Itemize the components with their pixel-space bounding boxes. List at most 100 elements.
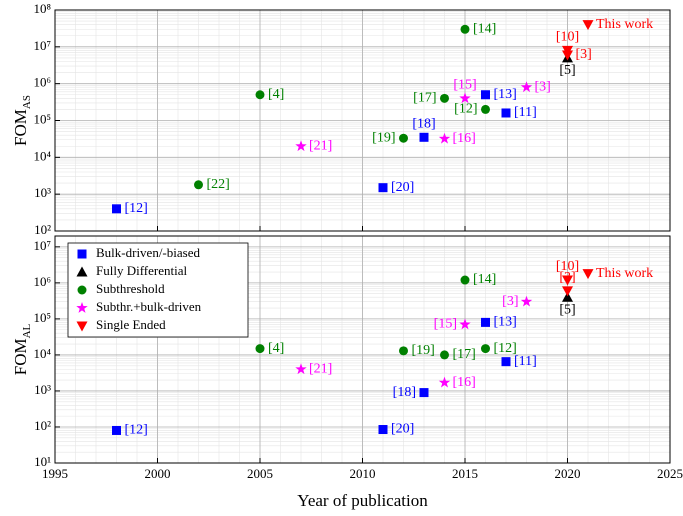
data-label: [19] bbox=[412, 343, 435, 358]
data-label: [16] bbox=[453, 375, 476, 390]
y-axis-label-main: FOM bbox=[11, 109, 30, 146]
marker bbox=[481, 104, 490, 114]
marker bbox=[295, 363, 307, 375]
y-axis-label-main: FOM bbox=[11, 338, 30, 375]
marker bbox=[481, 317, 490, 327]
data-label: [16] bbox=[453, 131, 476, 146]
data-label: [3] bbox=[576, 47, 592, 62]
data-label: [12] bbox=[454, 102, 477, 117]
marker bbox=[295, 140, 307, 152]
marker bbox=[562, 275, 573, 286]
marker bbox=[194, 180, 203, 190]
x-tick-label: 2025 bbox=[657, 466, 683, 481]
data-label: [20] bbox=[391, 180, 414, 195]
marker bbox=[459, 318, 471, 330]
marker bbox=[520, 81, 533, 93]
data-label: [21] bbox=[309, 361, 332, 376]
x-axis-label: Year of publication bbox=[297, 491, 428, 510]
data-label: [12] bbox=[125, 201, 148, 216]
y-tick-label: 10³ bbox=[34, 185, 51, 200]
marker bbox=[520, 295, 533, 307]
marker bbox=[112, 425, 121, 435]
data-label: This work bbox=[596, 266, 653, 281]
data-label: [18] bbox=[412, 117, 435, 132]
data-label: [15] bbox=[453, 78, 476, 93]
marker bbox=[255, 344, 265, 354]
legend-label: Single Ended bbox=[96, 317, 166, 332]
y-tick-label: 10⁵ bbox=[33, 111, 51, 126]
marker bbox=[77, 285, 87, 295]
marker bbox=[399, 133, 408, 143]
legend-label: Bulk-driven/-biased bbox=[96, 245, 200, 260]
marker bbox=[76, 302, 88, 313]
y-tick-label: 10⁶ bbox=[33, 274, 51, 289]
marker bbox=[419, 388, 429, 398]
y-tick-label: 10¹ bbox=[34, 454, 51, 469]
data-label: [3] bbox=[559, 270, 575, 285]
marker bbox=[255, 90, 265, 100]
marker bbox=[419, 132, 429, 142]
y-tick-label: 10³ bbox=[34, 382, 51, 397]
x-tick-label: 1995 bbox=[42, 466, 68, 481]
marker bbox=[460, 24, 470, 34]
x-tick-label: 2020 bbox=[555, 466, 581, 481]
data-label: [14] bbox=[473, 21, 496, 36]
data-label: [3] bbox=[535, 79, 551, 94]
data-label: [5] bbox=[559, 302, 575, 317]
marker bbox=[76, 321, 88, 332]
y-tick-label: 10⁸ bbox=[33, 1, 51, 16]
marker bbox=[582, 269, 594, 280]
data-label: [12] bbox=[125, 423, 148, 438]
data-label: [22] bbox=[207, 177, 230, 192]
legend-label: Subthreshold bbox=[96, 281, 165, 296]
marker bbox=[440, 93, 449, 103]
data-label: [17] bbox=[453, 347, 476, 362]
legend-label: Subthr.+bulk-driven bbox=[96, 299, 202, 314]
marker bbox=[112, 204, 121, 214]
y-tick-label: 10⁷ bbox=[33, 38, 51, 53]
marker bbox=[481, 90, 490, 100]
y-tick-label: 10⁴ bbox=[33, 346, 51, 361]
marker bbox=[460, 275, 470, 285]
legend-label: Fully Differential bbox=[96, 263, 187, 278]
data-label: [10] bbox=[556, 30, 579, 45]
y-tick-label: 10² bbox=[34, 418, 51, 433]
marker bbox=[378, 183, 388, 193]
marker bbox=[562, 286, 573, 297]
marker bbox=[440, 350, 449, 360]
data-label: [11] bbox=[514, 354, 537, 369]
data-label: [21] bbox=[309, 138, 332, 153]
data-label: [12] bbox=[494, 341, 517, 356]
y-axis-label: FOMAS bbox=[11, 95, 33, 146]
y-tick-label: 10⁶ bbox=[33, 75, 51, 90]
marker bbox=[76, 266, 88, 277]
data-label: [11] bbox=[514, 105, 537, 120]
data-label: [5] bbox=[559, 63, 575, 78]
y-tick-label: 10² bbox=[34, 222, 51, 237]
data-label: This work bbox=[596, 17, 653, 32]
marker bbox=[438, 376, 451, 388]
x-tick-label: 2015 bbox=[452, 466, 478, 481]
marker bbox=[501, 108, 511, 118]
y-tick-label: 10⁷ bbox=[33, 238, 51, 253]
legend-box bbox=[67, 242, 249, 338]
marker bbox=[399, 346, 408, 356]
data-label: [17] bbox=[413, 91, 436, 106]
x-tick-label: 2000 bbox=[145, 466, 171, 481]
y-tick-label: 10⁴ bbox=[33, 148, 51, 163]
plot-frame bbox=[54, 9, 671, 232]
x-tick-label: 2010 bbox=[350, 466, 376, 481]
data-label: [13] bbox=[494, 87, 517, 102]
data-label: [4] bbox=[268, 341, 284, 356]
marker bbox=[459, 92, 471, 104]
y-tick-label: 10⁵ bbox=[33, 310, 51, 325]
data-label: [18] bbox=[393, 385, 416, 400]
data-label: [14] bbox=[473, 272, 496, 287]
marker bbox=[582, 20, 594, 31]
data-label: [4] bbox=[268, 87, 284, 102]
marker bbox=[77, 249, 87, 259]
data-label: [19] bbox=[372, 130, 395, 145]
data-label: [10] bbox=[556, 259, 579, 274]
marker bbox=[501, 357, 511, 367]
